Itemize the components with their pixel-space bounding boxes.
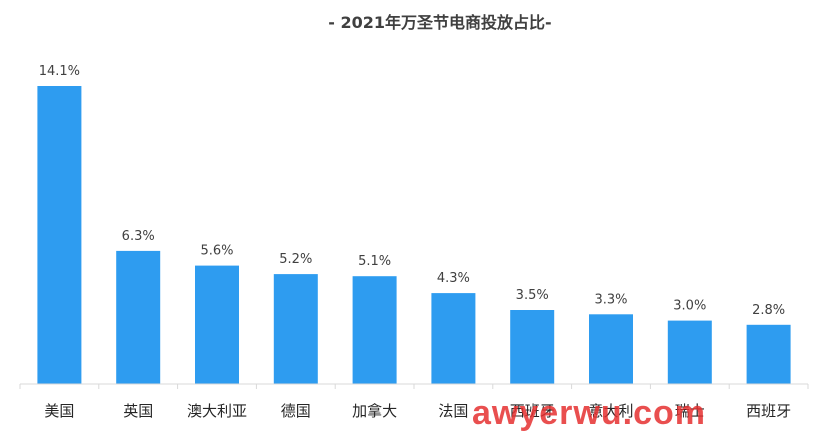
bar-5 [431,293,476,384]
bar-6 [510,310,555,384]
value-label-9: 2.8% [752,303,785,318]
value-label-8: 3.0% [673,299,706,314]
bar-4 [352,276,397,384]
category-label-9: 西班牙 [746,402,791,420]
value-label-1: 6.3% [122,229,155,244]
category-label-5: 法国 [438,402,468,420]
value-label-2: 5.6% [200,244,233,259]
bar-8 [667,320,712,384]
bar-7 [589,314,633,384]
chart-title: - 2021年万圣节电商投放占比- [328,13,551,32]
category-labels-group: 美国 英国 澳大利亚 德国 加拿大 法国 西班牙 意大利 瑞士 西班牙 [44,402,791,420]
bar-1 [116,250,161,384]
category-label-3: 德国 [281,402,311,420]
value-label-0: 14.1% [39,64,80,79]
x-axis-ticks [19,384,809,389]
category-label-1: 英国 [123,402,153,420]
value-label-6: 3.5% [516,288,549,303]
value-label-7: 3.3% [594,292,627,307]
category-label-4: 加拿大 [352,402,397,420]
bars-group [37,86,791,384]
category-label-2: 澳大利亚 [187,402,247,420]
bar-2 [195,265,239,384]
category-label-6: 西班牙 [510,402,555,420]
bar-0 [37,86,82,384]
category-label-0: 美国 [44,402,74,420]
value-label-4: 5.1% [358,254,391,269]
category-label-7: 意大利 [588,402,633,420]
category-label-8: 瑞士 [675,402,705,420]
watermark-text: awyerwu.com [472,394,706,432]
value-label-5: 4.3% [437,271,470,286]
bar-3 [273,274,318,384]
bar-9 [746,324,791,384]
value-label-3: 5.2% [279,252,312,267]
value-labels-group: 14.1% 6.3% 5.6% 5.2% 5.1% 4.3% 3.5% 3.3% 3.0% 2.8… [39,64,785,318]
